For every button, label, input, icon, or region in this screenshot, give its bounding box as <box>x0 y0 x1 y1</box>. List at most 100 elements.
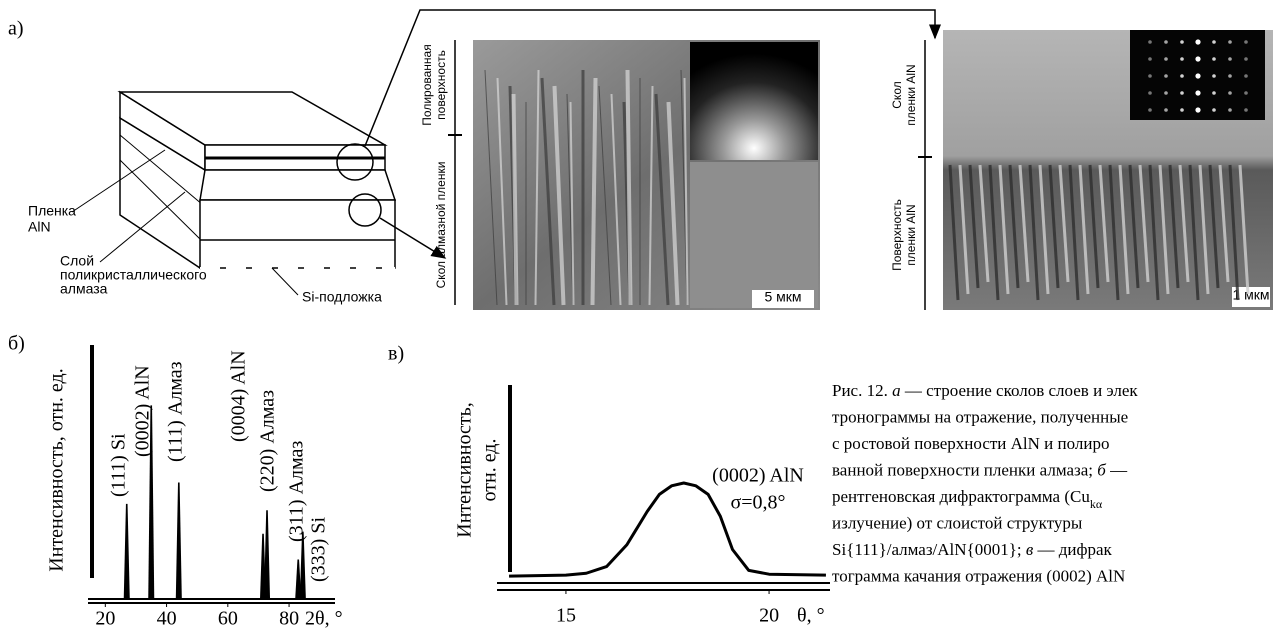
peak <box>264 510 270 598</box>
caption-text: — <box>1106 460 1128 479</box>
region-label: поверхность <box>434 50 448 120</box>
y-axis-label: отн. ед. <box>479 439 501 502</box>
diffraction-spot <box>1180 108 1184 112</box>
x-tick-label: 20 <box>95 608 115 630</box>
diffraction-spot <box>1212 74 1216 78</box>
peak-label: (0004) AlN <box>228 350 250 442</box>
diffraction-spot <box>1195 39 1200 44</box>
diffraction-spot <box>1180 57 1184 61</box>
diffraction-spot <box>1148 91 1152 95</box>
caption-line: тронограммы на отражение, полученные <box>832 407 1128 426</box>
sem-image: 1 мкм Скол пленки AlN Поверхность пленки… <box>890 30 1273 310</box>
diffraction-spot <box>1244 91 1248 95</box>
diffraction-spot <box>1228 108 1232 112</box>
diffraction-spot <box>1195 90 1200 95</box>
x-tick-label: 40 <box>157 608 177 630</box>
region-label: пленки AlN <box>904 64 918 125</box>
diffraction-spot <box>1228 74 1232 78</box>
caption-text: а <box>892 381 901 400</box>
diffraction-spot <box>1148 108 1152 112</box>
caption-line: с ростовой поверхности AlN и полиро <box>832 434 1109 453</box>
diffraction-spot <box>1195 73 1200 78</box>
diffraction-spot <box>1164 91 1168 95</box>
peak-label: (311) Алмаз <box>286 441 308 542</box>
diffraction-spot <box>1244 74 1248 78</box>
diffraction-spot <box>1244 57 1248 61</box>
step-face <box>200 170 395 200</box>
panel-label: в) <box>388 343 404 365</box>
y-axis-label: Интенсивность, <box>454 402 476 537</box>
figure: а) Пленка AlN Слой поликристаллического … <box>0 0 1273 632</box>
caption-line: рентгеновская дифрактограмма (Cukα <box>832 487 1103 511</box>
caption-text: тронограммы на отражение, полученные <box>832 407 1128 426</box>
caption-text: kα <box>1090 497 1103 511</box>
diffraction-spot <box>1244 40 1248 44</box>
substrate-label: Si-подложка <box>302 289 382 305</box>
caption-line: ванной поверхности пленки алмаза; б — <box>832 460 1128 479</box>
region-label: Поверхность <box>890 199 904 271</box>
film-label: AlN <box>28 219 51 235</box>
diffraction-spot <box>1164 40 1168 44</box>
caption-text: ванной поверхности пленки алмаза; <box>832 460 1097 479</box>
diffraction-spot <box>1195 56 1200 61</box>
diffraction-spot <box>1212 108 1216 112</box>
diffraction-spot <box>1180 40 1184 44</box>
diffraction-spot <box>1148 57 1152 61</box>
caption-text: Si{111}/алмаз/AlN{0001}; <box>832 540 1026 559</box>
micrograph-inset <box>690 162 818 308</box>
diffraction-spot <box>1244 108 1248 112</box>
film-label: Пленка <box>28 203 76 219</box>
diffraction-spot <box>1164 74 1168 78</box>
peak <box>176 482 182 598</box>
scale-label: 5 мкм <box>764 289 801 305</box>
diffraction-spot <box>1164 108 1168 112</box>
layer-label: алмаза <box>60 281 108 297</box>
peak-label: (111) Si <box>108 433 130 497</box>
diffraction-spot <box>1164 57 1168 61</box>
diffraction-spot <box>1195 107 1200 112</box>
diffraction-spot <box>1212 57 1216 61</box>
caption-text: с ростовой поверхности AlN и полиро <box>832 434 1109 453</box>
peak-label: (220) Алмаз <box>257 390 279 492</box>
caption-text: Рис. 12. <box>832 381 892 400</box>
peak <box>124 504 130 598</box>
x-tick-label: 80 <box>279 608 299 630</box>
caption-text: — строение сколов слоев и элек <box>901 381 1139 400</box>
y-axis-label: Интенсивность, отн. ед. <box>46 368 68 571</box>
caption-line: Si{111}/алмаз/AlN{0001}; в — дифрак <box>832 540 1113 559</box>
diffraction-spot <box>1180 74 1184 78</box>
region-label: Скол <box>890 81 904 108</box>
x-axis-label: θ, ° <box>797 605 825 627</box>
region-label: Полированная <box>420 44 434 125</box>
annotation: σ=0,8° <box>730 492 785 514</box>
peak-label: (0002) AlN <box>132 365 154 457</box>
caption-line: излучение) от слоистой структуры <box>832 513 1083 532</box>
peak-label: (333) Si <box>308 517 330 582</box>
region-label: пленки AlN <box>904 204 918 265</box>
diffraction-inset <box>690 42 818 160</box>
diffraction-spot <box>1212 91 1216 95</box>
caption-text: рентгеновская дифрактограмма (Cu <box>832 487 1090 506</box>
leader-line <box>272 268 298 295</box>
region-label: Скол алмазной пленки <box>434 162 448 289</box>
x-tick-label: 15 <box>556 605 576 627</box>
annotation: (0002) AlN <box>712 465 804 487</box>
x-tick-label: 60 <box>218 608 238 630</box>
diffraction-spot <box>1148 74 1152 78</box>
sem-image: 5 мкм Полированная поверхность Скол алма… <box>420 40 820 310</box>
front-face <box>200 200 395 268</box>
diffraction-spot <box>1228 57 1232 61</box>
diffraction-spot <box>1180 91 1184 95</box>
panel-label: б) <box>8 333 25 355</box>
caption-text: — дифрак <box>1033 540 1112 559</box>
panel-label: а) <box>8 18 24 40</box>
diffraction-spot <box>1148 40 1152 44</box>
caption-line: тограмма качания отражения (0002) AlN <box>832 566 1125 585</box>
diffraction-spot <box>1228 91 1232 95</box>
caption: Рис. 12. а — строение сколов слоев и эле… <box>832 381 1138 586</box>
peak-label: (111) Алмаз <box>165 361 187 462</box>
diffraction-spot <box>1228 40 1232 44</box>
caption-text: тограмма качания отражения (0002) AlN <box>832 566 1125 585</box>
x-axis-label: 2θ, ° <box>305 608 343 630</box>
x-tick-label: 20 <box>759 605 779 627</box>
